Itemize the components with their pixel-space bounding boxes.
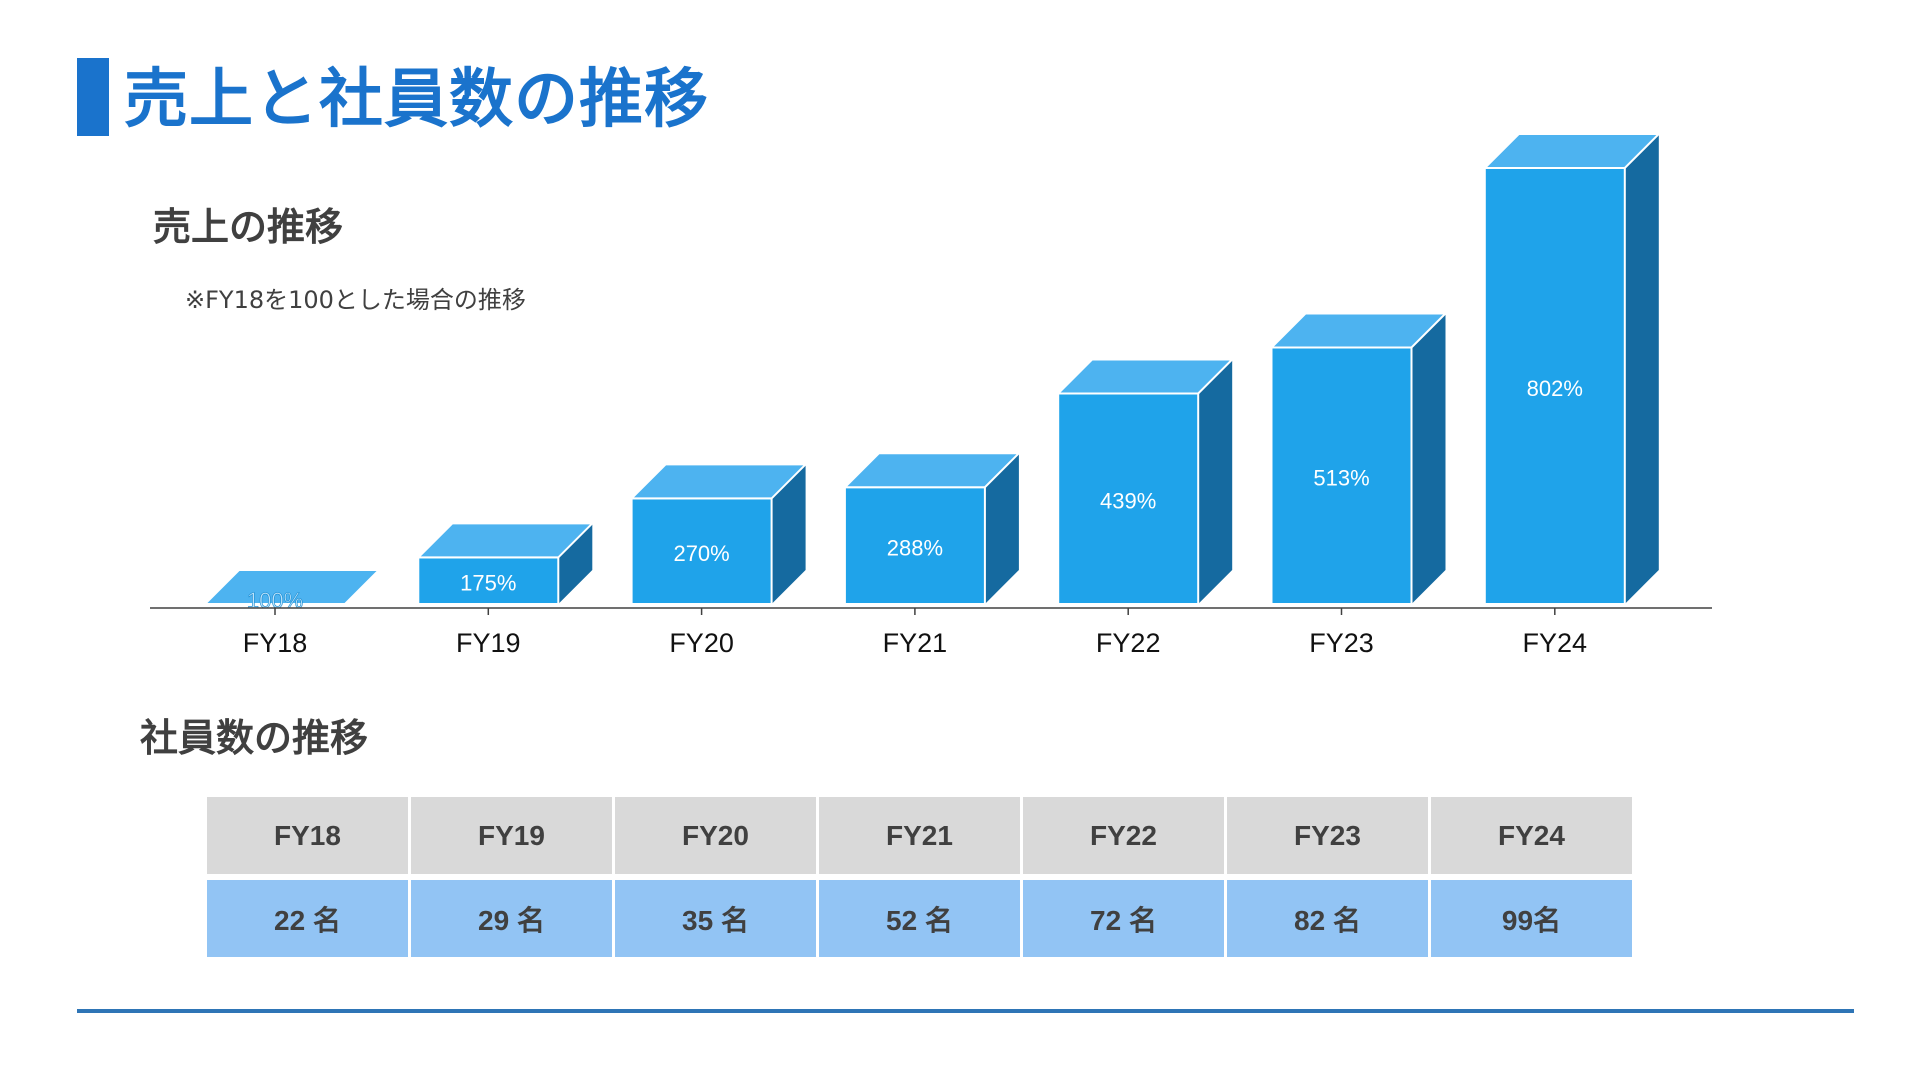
bottom-rule (77, 1009, 1854, 1013)
bar-top (629, 463, 809, 500)
bar-value-label: 270% (673, 541, 729, 566)
employees-value-cell: 35 名 (615, 880, 816, 957)
employees-value-cell: 72 名 (1023, 880, 1224, 957)
x-axis-tick-label: FY21 (883, 628, 948, 658)
bar (630, 497, 773, 605)
bar (1270, 346, 1413, 605)
x-axis-tick-label: FY20 (669, 628, 734, 658)
x-axis-tick-label: FY19 (456, 628, 521, 658)
bar-side (1624, 134, 1659, 604)
bar (1483, 167, 1626, 605)
bar-group: 100% (202, 569, 382, 613)
sales-note: ※FY18を100とした場合の推移 (185, 286, 526, 314)
bar-group: 288% (842, 452, 1022, 606)
bar-top (202, 569, 382, 605)
bar (843, 486, 986, 606)
bar-value-label: 513% (1313, 466, 1369, 491)
x-axis-tick-label: FY22 (1096, 628, 1161, 658)
employees-header-cell: FY24 (1431, 797, 1632, 874)
employees-header-cell: FY21 (819, 797, 1020, 874)
bar-group: 175% (415, 522, 595, 606)
bar (417, 556, 560, 606)
bar-top (842, 452, 1022, 489)
x-axis-tick-label: FY18 (243, 628, 308, 658)
employees-value-cell: 22 名 (207, 880, 408, 957)
bar-top (1055, 358, 1235, 395)
employees-value-row: 22 名 29 名 35 名 52 名 72 名 82 名 99名 (207, 880, 1632, 957)
bar-group: 513% (1269, 312, 1448, 605)
employees-header-cell: FY19 (411, 797, 612, 874)
bar-side (1198, 359, 1233, 604)
bar-side (558, 523, 593, 604)
employees-section-title: 社員数の推移 (140, 716, 369, 760)
bar-group: 270% (629, 463, 809, 605)
bar-side (1411, 313, 1446, 604)
employees-table: FY18 FY19 FY20 FY21 FY22 FY23 FY24 22 名 … (204, 791, 1635, 963)
employees-header-row: FY18 FY19 FY20 FY21 FY22 FY23 FY24 (207, 797, 1632, 874)
sales-bar-chart: 100% 175% 270% 288% 439% 513% 802% FY18 FY19 FY2… (150, 133, 1712, 658)
page-title: 売上と社員数の推移 (124, 63, 709, 137)
bar-top (1269, 312, 1448, 349)
bar-top (415, 522, 595, 559)
bar-value-label: 288% (887, 536, 943, 561)
bar (1057, 392, 1200, 606)
bar-value-label: 439% (1100, 489, 1156, 514)
bar-side (771, 464, 806, 604)
bar-side (984, 453, 1019, 604)
employees-value-cell: 99名 (1431, 880, 1632, 957)
employees-header-cell: FY18 (207, 797, 408, 874)
bar-group: 802% (1482, 133, 1662, 605)
employees-value-cell: 82 名 (1227, 880, 1428, 957)
bar-value-label: 175% (460, 571, 516, 596)
x-axis-tick-label: FY23 (1309, 628, 1374, 658)
employees-header-cell: FY23 (1227, 797, 1428, 874)
bar-group: 439% (1055, 358, 1235, 606)
employees-header-cell: FY20 (615, 797, 816, 874)
bar-top (1482, 133, 1662, 169)
title-accent-bar (77, 58, 109, 136)
employees-header-cell: FY22 (1023, 797, 1224, 874)
x-axis-tick-label: FY24 (1523, 628, 1588, 658)
sales-section-title: 売上の推移 (153, 205, 344, 249)
employees-value-cell: 29 名 (411, 880, 612, 957)
employees-value-cell: 52 名 (819, 880, 1020, 957)
bar-value-label: 802% (1527, 376, 1583, 401)
